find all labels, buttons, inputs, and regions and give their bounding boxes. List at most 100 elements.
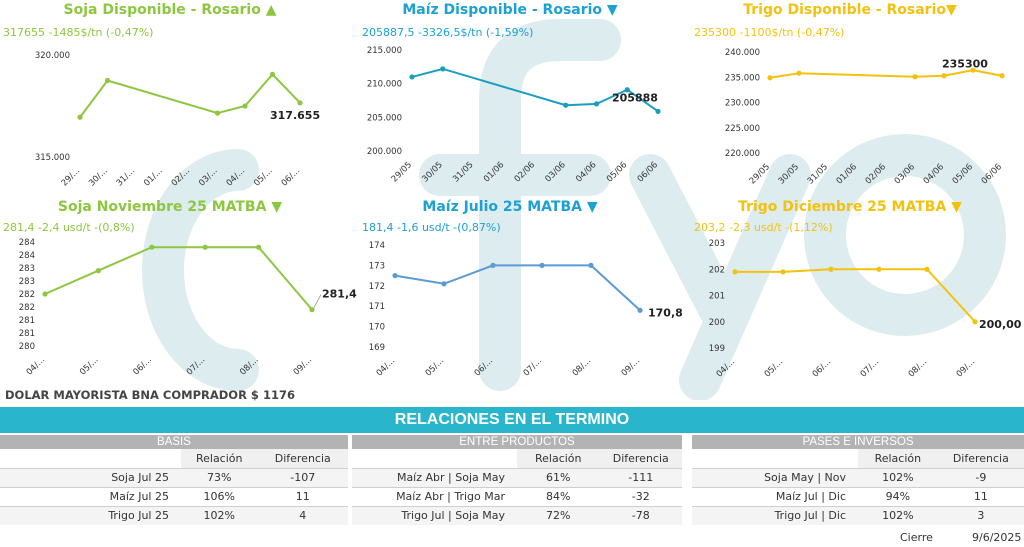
data-point — [149, 244, 155, 250]
data-point — [440, 66, 446, 72]
data-point — [202, 244, 208, 250]
data-point — [77, 114, 83, 120]
x-tick-label: 31/05 — [451, 160, 475, 184]
relacion-value: 102% — [180, 505, 258, 525]
series-line — [79, 72, 301, 118]
chart-trigo-disponible: Trigo Disponible - Rosario▼ 235300 -1100… — [680, 0, 1020, 190]
x-tick-label: 01/06 — [482, 160, 506, 184]
row-label: Maíz Abr | Trigo Mar — [352, 486, 517, 506]
x-tick-label: 08/... — [238, 355, 260, 377]
x-tick-label: 04/06 — [574, 160, 598, 184]
y-tick-label: 174 — [369, 241, 385, 251]
data-point — [924, 266, 930, 272]
pases-inversos-section: PASES E INVERSOS Relación Diferencia Soja M… — [692, 435, 1024, 530]
dolar-mayorista-text: DOLAR MAYORISTA BNA COMPRADOR $ 1176 — [5, 388, 295, 402]
column-header: Relación — [517, 449, 600, 468]
line-chart: 169 170 171 172 173 174 04/... 05/... 06/... 07/.… — [369, 241, 683, 379]
y-tick-label: 282 — [19, 303, 35, 313]
relacion-value: 73% — [180, 467, 258, 487]
x-tick-label: 02/06 — [513, 160, 537, 184]
header-blank — [0, 449, 181, 468]
x-tick-label: 07/... — [185, 355, 207, 377]
relacion-value: 84% — [517, 486, 600, 506]
end-value-label: 281,4 — [322, 288, 357, 301]
chart-title: Soja Disponible - Rosario ▲ — [63, 2, 277, 18]
x-tick-label: 01/... — [142, 166, 164, 188]
data-point — [214, 110, 221, 116]
data-point — [941, 73, 947, 79]
x-tick-label: 05/06 — [605, 160, 629, 184]
row-label: Maíz Jul 25 — [0, 486, 181, 506]
end-value-label: 200,00 — [979, 318, 1022, 331]
y-tick-label: 281 — [19, 316, 35, 326]
line-chart: 199 200 201 202 203 04/... 05/... 06/... 07/... 0… — [709, 239, 1022, 380]
y-tick-label: 284 — [19, 251, 35, 261]
x-tick-label: 30/05 — [420, 160, 444, 184]
x-tick-label: 03/... — [197, 166, 219, 188]
data-point — [490, 262, 496, 268]
data-point — [95, 268, 101, 274]
x-tick-label: 29/05 — [748, 162, 772, 186]
relacion-value: 102% — [858, 505, 938, 525]
data-point — [588, 262, 594, 268]
y-tick-label: 284 — [19, 238, 35, 248]
x-tick-label: 05/... — [424, 356, 446, 378]
data-point — [563, 102, 569, 108]
chart-subtitle: 281,4 -2,4 usd/t -(0,8%) — [3, 221, 135, 234]
line-chart: 200.000 205.000 210.000 215.000 29/05 30/05 31… — [367, 46, 661, 184]
column-header: Diferencia — [937, 449, 1024, 468]
data-point — [767, 75, 773, 81]
end-value-label: 170,8 — [648, 306, 683, 319]
y-tick-label: 199 — [709, 344, 725, 354]
data-point — [441, 281, 447, 287]
x-tick-label: 29/05 — [390, 160, 414, 184]
x-tick-label: 06/... — [280, 166, 302, 188]
y-tick-label: 240.000 — [725, 48, 760, 58]
data-point — [732, 269, 738, 275]
label-leader — [313, 294, 322, 308]
section-title: ENTRE PRODUCTOS — [352, 435, 682, 449]
y-tick-label: 201 — [709, 292, 725, 302]
x-tick-label: 05/... — [252, 166, 274, 188]
section-title: PASES E INVERSOS — [692, 435, 1024, 449]
column-header: Diferencia — [257, 449, 348, 468]
chart-maiz-disponible: Maíz Disponible - Rosario ▼ 205887,5 -33… — [340, 0, 680, 190]
header-blank — [692, 449, 858, 468]
x-tick-label: 04/... — [715, 357, 737, 379]
relacion-value: 106% — [180, 486, 258, 506]
y-tick-label: 283 — [19, 264, 35, 274]
series-line — [769, 69, 1003, 79]
y-tick-label: 282 — [19, 290, 35, 300]
data-point — [970, 67, 976, 73]
data-point — [828, 266, 834, 272]
x-tick-label: 06/... — [473, 356, 495, 378]
header-blank — [352, 449, 517, 468]
line-chart: 280 281 281 282 282 283 283 284 284 04/... 05/... 0… — [19, 238, 357, 378]
table-row: Trigo Jul | Soja May 72% -78 — [352, 505, 682, 525]
y-tick-label: 173 — [369, 261, 385, 271]
data-point — [655, 108, 661, 114]
cierre-date: 9/6/2025 — [972, 531, 1022, 544]
entre-productos-section: ENTRE PRODUCTOS Relación Diferencia Maíz Ab… — [352, 435, 682, 530]
y-tick-label: 172 — [369, 282, 385, 292]
x-tick-label: 02/... — [170, 166, 192, 188]
y-tick-label: 281 — [19, 329, 35, 339]
x-tick-label: 04/... — [225, 166, 247, 188]
x-tick-label: 05/... — [763, 357, 785, 379]
relacion-value: 102% — [858, 467, 938, 487]
section-title: BASIS — [0, 435, 348, 449]
relacion-value: 72% — [517, 505, 600, 525]
row-label: Trigo Jul 25 — [0, 505, 181, 525]
row-label: Trigo Jul | Soja May — [352, 505, 517, 525]
relation-table: Relación Diferencia Soja May | Nov 102% -9 Ma… — [692, 449, 1024, 525]
diferencia-value: -107 — [257, 467, 348, 487]
y-tick-label: 200.000 — [367, 147, 402, 157]
series-line — [411, 67, 659, 113]
data-point — [539, 262, 545, 268]
x-tick-label: 06/06 — [636, 160, 660, 184]
table-row: Maíz Jul | Dic 94% 11 — [692, 486, 1024, 506]
x-tick-label: 09/... — [620, 356, 642, 378]
diferencia-value: -9 — [937, 467, 1024, 487]
y-tick-label: 225.000 — [725, 124, 760, 134]
table-row: Trigo Jul | Dic 102% 3 — [692, 505, 1024, 525]
